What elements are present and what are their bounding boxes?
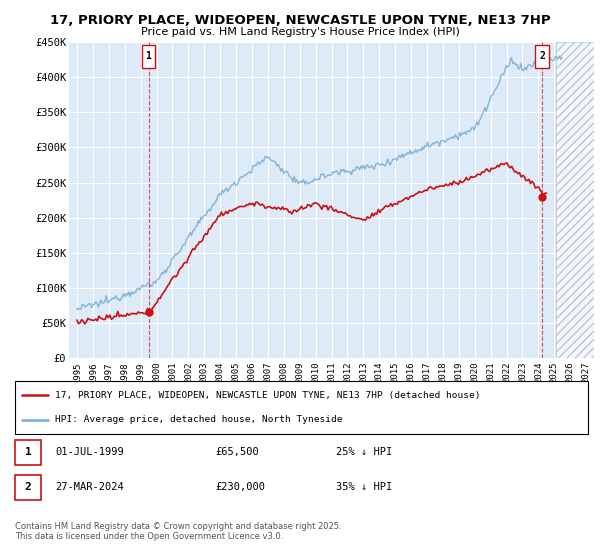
Text: £65,500: £65,500 (215, 447, 259, 457)
Text: £230,000: £230,000 (215, 482, 266, 492)
Text: 1: 1 (146, 51, 151, 61)
Text: HPI: Average price, detached house, North Tyneside: HPI: Average price, detached house, Nort… (55, 415, 343, 424)
FancyBboxPatch shape (142, 45, 155, 68)
Text: 01-JUL-1999: 01-JUL-1999 (55, 447, 124, 457)
FancyBboxPatch shape (535, 45, 549, 68)
Text: 27-MAR-2024: 27-MAR-2024 (55, 482, 124, 492)
Text: Price paid vs. HM Land Registry's House Price Index (HPI): Price paid vs. HM Land Registry's House … (140, 27, 460, 37)
Text: 1: 1 (25, 447, 31, 457)
Text: 17, PRIORY PLACE, WIDEOPEN, NEWCASTLE UPON TYNE, NE13 7HP: 17, PRIORY PLACE, WIDEOPEN, NEWCASTLE UP… (50, 14, 550, 27)
Bar (15, 475, 41, 500)
Text: 17, PRIORY PLACE, WIDEOPEN, NEWCASTLE UPON TYNE, NE13 7HP (detached house): 17, PRIORY PLACE, WIDEOPEN, NEWCASTLE UP… (55, 391, 481, 400)
Text: 2: 2 (25, 482, 31, 492)
Text: Contains HM Land Registry data © Crown copyright and database right 2025.
This d: Contains HM Land Registry data © Crown c… (15, 522, 341, 542)
Text: 25% ↓ HPI: 25% ↓ HPI (336, 447, 392, 457)
Text: 2: 2 (539, 51, 545, 61)
Bar (556, 42, 594, 358)
Bar (15, 440, 41, 465)
Text: 35% ↓ HPI: 35% ↓ HPI (336, 482, 392, 492)
